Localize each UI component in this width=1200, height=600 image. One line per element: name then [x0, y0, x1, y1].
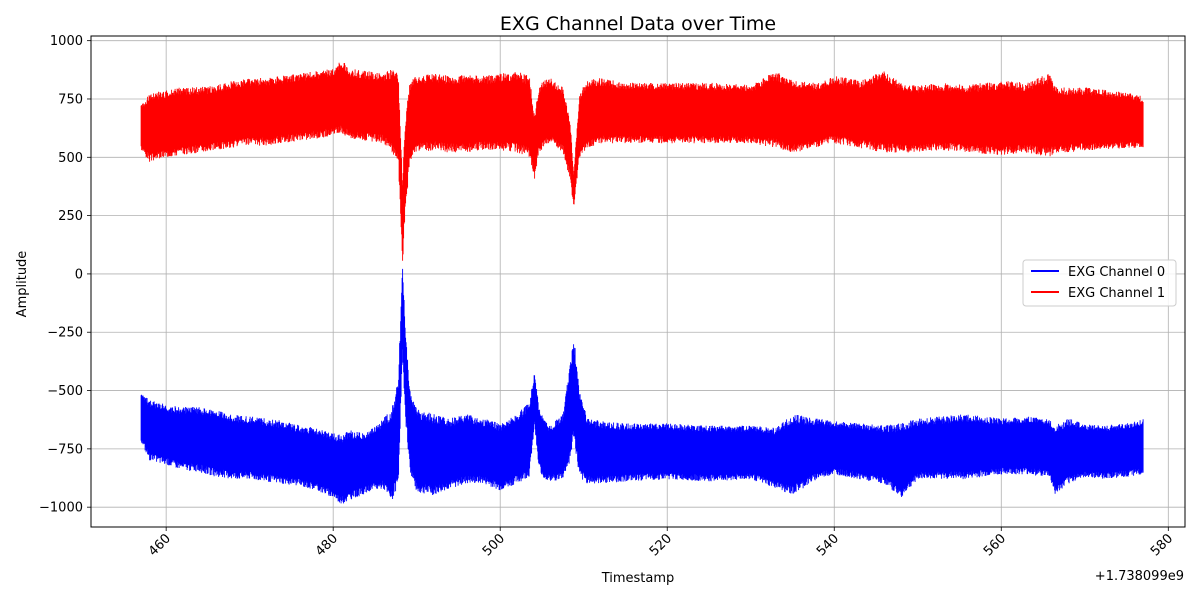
y-tick-label: 500: [58, 151, 83, 166]
y-tick-label: 750: [58, 92, 83, 107]
x-tick-label: 580: [1148, 531, 1176, 559]
y-tick-label: −500: [47, 384, 83, 399]
y-tick-label: 250: [58, 209, 83, 224]
y-tick-label: −250: [47, 326, 83, 341]
y-tick-label: 0: [75, 267, 83, 282]
y-tick-label: 1000: [50, 34, 83, 49]
series-line-channel-1: [140, 62, 1144, 261]
x-axis-title: Timestamp: [601, 571, 675, 586]
series-line-channel-0: [140, 268, 1144, 504]
x-tick-label: 520: [647, 531, 675, 559]
x-tick-label: 560: [981, 531, 1009, 559]
y-tick-label: −1000: [39, 501, 83, 516]
x-tick-label: 500: [480, 531, 508, 559]
x-tick-label: 540: [814, 531, 842, 559]
series-layer: [140, 62, 1144, 504]
legend-label-channel-0: EXG Channel 0: [1068, 265, 1165, 280]
y-tick-label: −750: [47, 442, 83, 457]
x-offset-label: +1.738099e9: [1095, 569, 1184, 584]
x-tick-label: 460: [146, 531, 174, 559]
plot-frame: [90, 35, 1186, 528]
chart-title: EXG Channel Data over Time: [500, 13, 776, 35]
x-axis: 460 480 500 520 540 560 580: [146, 527, 1176, 559]
legend-label-channel-1: EXG Channel 1: [1068, 286, 1165, 301]
legend-box: [1022, 259, 1177, 307]
y-axis: −1000 −750 −500 −250 0 250 500 750 1000: [39, 34, 91, 516]
y-axis-title: Amplitude: [15, 251, 30, 318]
legend: EXG Channel 0 EXG Channel 1: [1022, 259, 1177, 307]
x-tick-label: 480: [313, 531, 341, 559]
